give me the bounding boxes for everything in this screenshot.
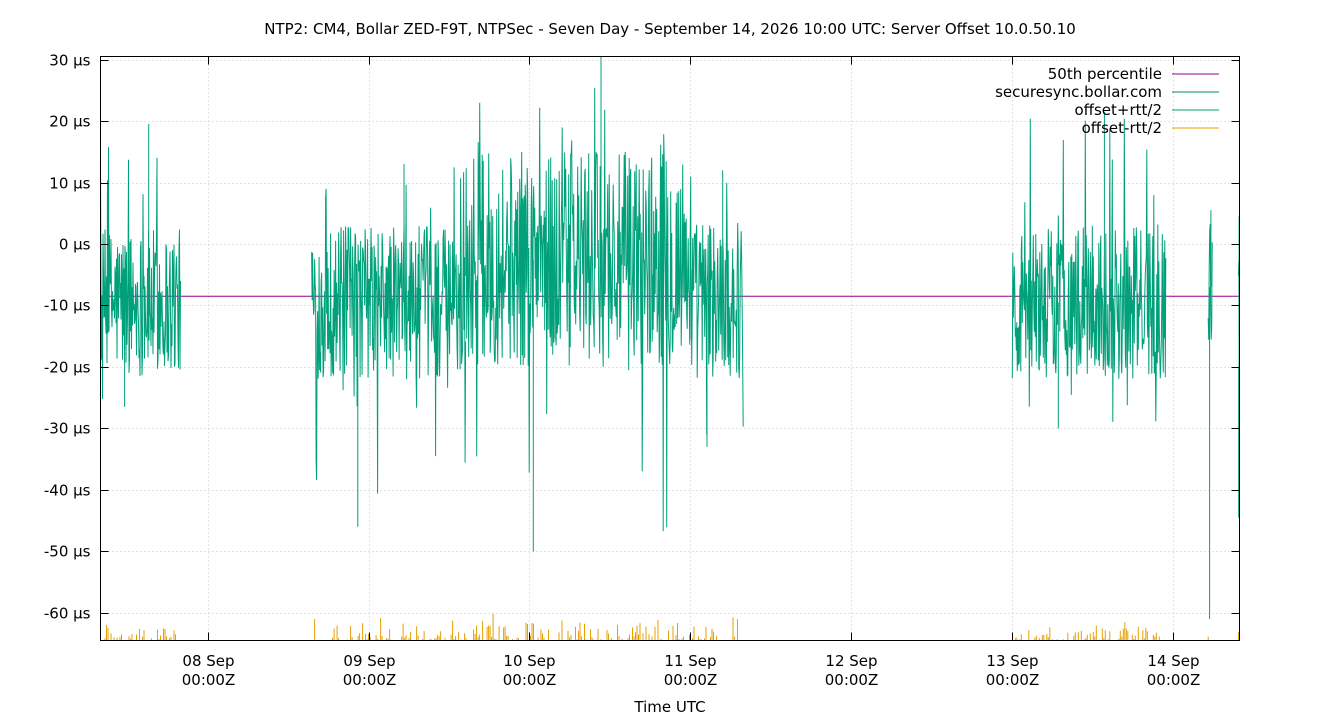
x-tick-label: 00:00Z (825, 671, 879, 689)
x-tick-label: 14 Sep (1147, 652, 1199, 670)
x-tick-label: 08 Sep (182, 652, 234, 670)
chart-title: NTP2: CM4, Bollar ZED-F9T, NTPSec - Seve… (264, 20, 1076, 38)
x-tick-label: 13 Sep (986, 652, 1038, 670)
series-offset-plus-rtt-segment (1011, 111, 1167, 429)
y-tick-label: 30 µs (49, 52, 90, 70)
x-tick-label: 00:00Z (343, 671, 397, 689)
y-tick-label: 0 µs (59, 236, 91, 254)
y-tick-label: 20 µs (49, 113, 90, 131)
x-tick-label: 00:00Z (503, 671, 557, 689)
x-tick-label: 11 Sep (664, 652, 716, 670)
series-offset-plus-rtt-segment (465, 56, 692, 552)
series-offset-plus-rtt-segment (100, 124, 181, 407)
series-offset-plus-rtt-segment (690, 170, 744, 447)
legend: 50th percentilesecuresync.bollar.comoffs… (995, 65, 1219, 137)
series-offset-plus-rtt-segment (311, 164, 467, 527)
plot-frame (100, 56, 1240, 641)
series-offset-plus-rtt-segment (1207, 210, 1213, 619)
series-offset-minus-rtt-segment (312, 613, 744, 641)
x-tick-label: 00:00Z (986, 671, 1040, 689)
y-tick-label: -40 µs (44, 482, 91, 500)
y-tick-label: -30 µs (44, 420, 91, 438)
plot-area (100, 56, 1240, 641)
y-tick-label: -10 µs (44, 297, 91, 315)
x-axis-label: Time UTC (633, 698, 705, 716)
y-tick-label: -60 µs (44, 605, 91, 623)
y-tick-label: -50 µs (44, 543, 91, 561)
x-tick-label: 00:00Z (664, 671, 718, 689)
legend-label: 50th percentile (1048, 65, 1162, 83)
y-tick-label: 10 µs (49, 175, 90, 193)
x-tick-label: 09 Sep (343, 652, 395, 670)
y-tick-label: -20 µs (44, 359, 91, 377)
legend-label: offset-rtt/2 (1082, 119, 1162, 137)
axes: 30 µs 20 µs 10 µs 0 µs -10 µs -20 µs -30 µs -40… (44, 52, 1240, 689)
x-tick-label: 12 Sep (825, 652, 877, 670)
legend-label: securesync.bollar.com (995, 83, 1162, 101)
x-tick-label: 00:00Z (182, 671, 236, 689)
x-tick-label: 10 Sep (503, 652, 555, 670)
legend-label: offset+rtt/2 (1074, 101, 1162, 119)
x-tick-label: 00:00Z (1147, 671, 1201, 689)
series-offset-minus-rtt-segment (103, 625, 176, 641)
series-offset-minus-rtt-segment (1014, 622, 1160, 641)
